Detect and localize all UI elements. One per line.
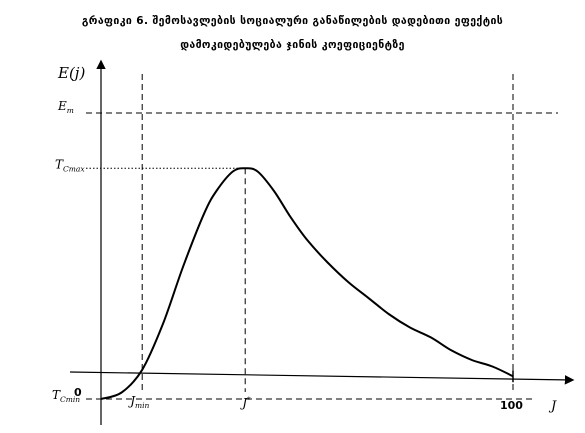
x-tick-jmin: Jmin (127, 394, 149, 410)
chart-title-line-2: დამოკიდებულება ჯინის კოეფიციენტზე (180, 39, 405, 51)
y-tick-em: Em (57, 99, 74, 115)
y-axis-label: E(j) (57, 64, 85, 82)
x-axis-label: J (548, 399, 557, 414)
chart-title-line-1: გრაფიკი 6. შემოსავლების სოციალური განაწი… (81, 15, 504, 27)
x-axis (69, 371, 575, 385)
effect-curve (100, 167, 514, 400)
origin-label: 0 (74, 386, 82, 399)
x-tick-100: 100 (500, 399, 523, 412)
y-tick-tcmax: TCmax (55, 157, 85, 173)
x-tick-jstar: J* (239, 395, 251, 410)
y-tick-tcmin: TCmin (52, 388, 80, 404)
